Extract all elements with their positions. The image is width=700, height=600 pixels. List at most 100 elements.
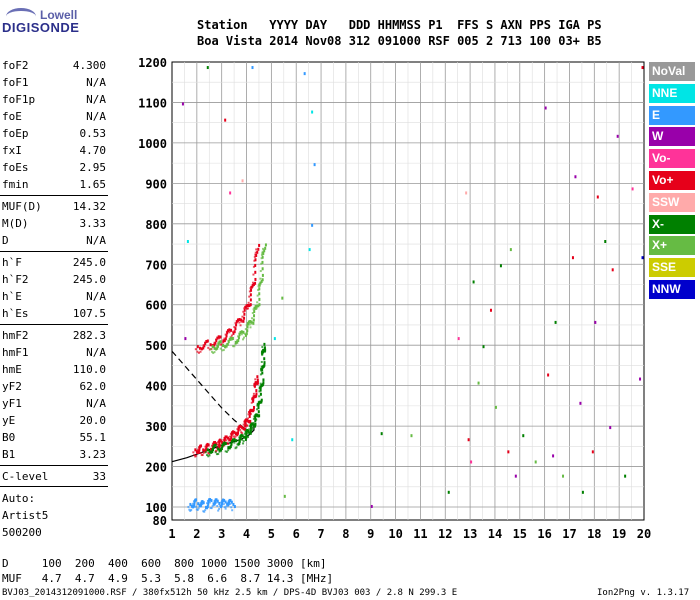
trace-second-hop-o-point [224,333,227,336]
trace-f2-x-trace-point [235,446,238,449]
auto-line3: 500200 [2,526,42,539]
trace-second-hop-o-point [202,346,205,350]
trace-f2-o-trace-point [212,442,215,445]
trace-f2-o-trace-point [227,436,230,440]
trace-second-hop-o-point [251,281,254,284]
trace-f2-x-trace-point [218,450,221,453]
trace-second-hop-x-point [261,273,264,277]
trace-second-hop-x-point [240,330,243,334]
trace-f2-x-trace-point [214,451,217,454]
x-tick-label: 6 [293,527,300,541]
trace-second-hop-x-point [234,343,237,346]
param-row: foEp 0.53 [2,125,106,142]
trace-f2-x-trace-point [243,432,246,435]
trace-second-hop-x-point [245,324,248,327]
scatter-point [313,163,316,167]
trace-second-hop-x-point [263,249,266,253]
trace-second-hop-o-point [256,250,259,254]
trace-f2-o-trace-point [247,413,250,416]
trace-f2-o-trace-point [235,431,238,434]
trace-f2-x-trace-point [261,353,264,356]
trace-second-hop-x-point [258,282,261,285]
trace-es-trace-point [207,502,210,506]
trace-f2-x-trace-point [229,445,232,449]
trace-second-hop-x-point [235,339,238,342]
param-row: M(D) 3.33 [2,215,106,232]
param-label: h`F2 [2,273,29,286]
x-tick-label: 10 [388,527,402,541]
trace-f2-x-trace-point [263,363,266,367]
trace-second-hop-x-point [216,344,219,348]
scatter-point [370,504,373,508]
trace-second-hop-o-point [255,248,258,251]
trace-f2-o-trace-point [214,440,217,444]
trace-f2-x-trace-point [248,425,251,428]
trace-second-hop-o-point [254,270,257,274]
legend-item-noval: NoVal [649,62,695,81]
trace-second-hop-o-point [222,339,225,343]
trace-f2-o-trace-point [219,439,222,443]
trace-second-hop-x-point [251,312,254,315]
trace-f2-o-trace-point [246,424,249,427]
trace-second-hop-o-point [224,337,227,341]
trace-second-hop-o-point [206,339,209,343]
trace-second-hop-o-point [238,318,241,322]
trace-f2-o-trace-point [218,441,221,444]
trace-second-hop-x-point [244,333,247,337]
param-row: B1 3.23 [2,446,106,463]
scatter-point [181,102,184,106]
trace-es-trace-point [200,501,203,504]
trace-es-trace-point [206,504,209,508]
x-tick-label: 5 [268,527,275,541]
trace-second-hop-o-point [254,281,257,285]
trace-f2-o-trace-point [222,438,225,441]
trace-second-hop-x-point [253,310,256,314]
trace-es-trace-point [223,506,226,509]
trace-f2-x-trace-point [211,448,214,452]
trace-second-hop-o-point [204,341,207,344]
legend-item-x: X- [649,214,695,234]
x-tick-label: 15 [513,527,527,541]
scatter-point [465,191,468,195]
trace-f2-x-trace-point [217,453,220,456]
trace-second-hop-x-point [213,351,216,354]
trace-second-hop-x-point [249,326,252,329]
trace-f2-x-trace-point [254,419,257,423]
y-tick-label: 700 [145,258,167,272]
legend-item-vo: Vo+ [649,171,695,190]
x-tick-label: 14 [488,527,502,541]
trace-second-hop-x-point [260,279,263,283]
scatter-point [241,179,244,183]
trace-second-hop-o-point [198,346,201,350]
clevel-value: 33 [92,470,106,483]
trace-second-hop-o-point [246,303,249,307]
trace-f2-o-trace-point [256,381,259,385]
clevel-row: C-level 33 [2,468,106,485]
trace-f2-x-trace-point [213,445,216,448]
trace-second-hop-x-point [249,320,252,324]
trace-es-trace-point [226,502,229,505]
trace-f2-x-trace-point [208,454,211,457]
trace-f2-o-trace-point [250,410,253,413]
param-row: foF1p N/A [2,91,106,108]
param-value: 282.3 [72,329,106,342]
param-row: yF1 N/A [2,395,106,412]
trace-f2-x-trace-point [211,450,214,454]
trace-es-trace-point [197,507,200,510]
param-row: B0 55.1 [2,429,106,446]
trace-f2-x-trace-point [236,443,239,446]
trace-second-hop-x-point [250,322,253,325]
trace-second-hop-o-point [228,331,231,334]
trace-second-hop-o-point [232,331,235,335]
logo-text-digisonde: DIGISONDE [2,20,80,35]
trace-f2-x-trace-point [223,443,226,446]
trace-f2-o-trace-point [243,420,246,423]
param-row: foF1 N/A [2,74,106,91]
scatter-point [616,134,619,138]
param-value: 3.33 [79,217,107,230]
trace-f2-x-trace-point [204,451,207,454]
trace-f2-o-trace-point [197,450,200,454]
trace-f2-o-trace-point [247,417,250,420]
trace-f2-o-trace-point [195,454,198,457]
scatter-point [308,248,311,252]
